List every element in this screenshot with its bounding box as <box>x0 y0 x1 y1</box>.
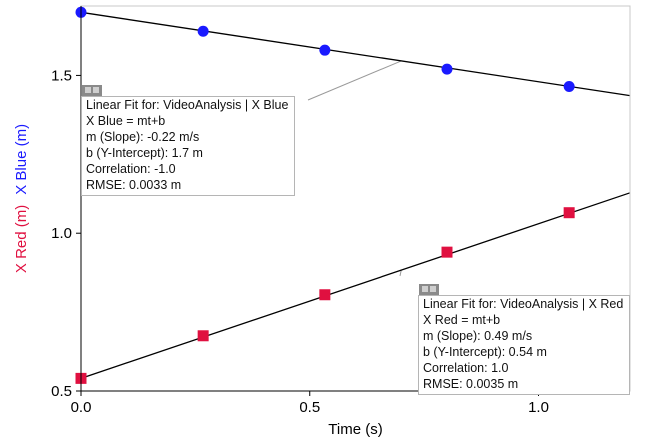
fit-correlation: Correlation: 1.0 <box>423 361 509 375</box>
fit-intercept: b (Y-Intercept): 1.7 m <box>86 146 203 160</box>
x-axis-title: Time (s) <box>328 421 382 437</box>
annotation-leader-line <box>307 60 402 101</box>
x-tick-label: 0.5 <box>299 399 320 416</box>
drag-handle-icon[interactable] <box>82 85 102 96</box>
y-axis-title: X Red (m) X Blue (m) <box>13 124 30 273</box>
drag-handle-icon[interactable] <box>419 284 439 295</box>
fit-slope: m (Slope): 0.49 m/s <box>423 329 533 343</box>
fit-equation: X Red = mt+b <box>423 313 501 327</box>
point-x-red[interactable] <box>319 289 331 301</box>
y-tick-label: 1.0 <box>51 225 72 242</box>
y-tick-label: 0.5 <box>51 383 72 400</box>
point-x-red[interactable] <box>441 246 453 258</box>
fit-slope: m (Slope): -0.22 m/s <box>86 130 200 144</box>
fit-line-x-red <box>80 192 631 379</box>
y-tick-label: 1.5 <box>51 67 72 84</box>
fit-rmse: RMSE: 0.0033 m <box>86 178 182 192</box>
fit-correlation: Correlation: -1.0 <box>86 162 176 176</box>
x-tick-label: 1.0 <box>528 399 549 416</box>
point-x-blue[interactable] <box>563 80 575 92</box>
y-axis-title-part: X Blue (m) <box>13 124 30 195</box>
x-tick-label: 0.0 <box>71 399 92 416</box>
fit-title: Linear Fit for: VideoAnalysis | X Blue <box>86 98 289 112</box>
point-x-red[interactable] <box>197 330 209 342</box>
point-x-blue[interactable] <box>441 63 453 75</box>
fit-intercept: b (Y-Intercept): 0.54 m <box>423 345 547 359</box>
fit-rmse: RMSE: 0.0035 m <box>423 377 519 391</box>
fit-equation: X Blue = mt+b <box>86 114 166 128</box>
point-x-blue[interactable] <box>197 25 209 37</box>
point-x-red[interactable] <box>563 207 575 219</box>
y-axis-title-part: X Red (m) <box>13 205 30 273</box>
fit-line-x-blue <box>80 11 631 97</box>
point-x-blue[interactable] <box>319 44 331 56</box>
annotation-leader-line <box>399 270 402 277</box>
linear-fit-box-red[interactable]: Linear Fit for: VideoAnalysis | X Red X … <box>418 284 631 395</box>
linear-fit-box-blue[interactable]: Linear Fit for: VideoAnalysis | X Blue X… <box>81 85 296 196</box>
fit-title: Linear Fit for: VideoAnalysis | X Red <box>423 297 624 311</box>
